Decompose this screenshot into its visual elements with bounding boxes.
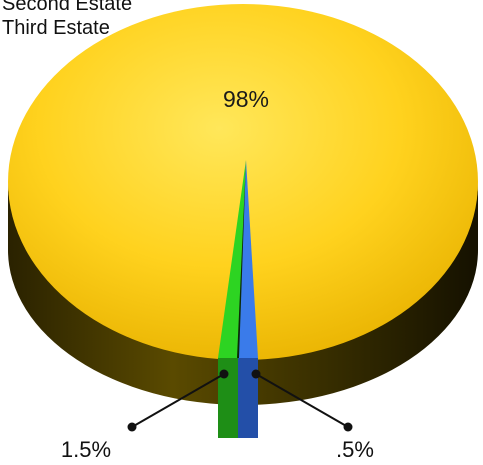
leader-dot-0-5-end bbox=[343, 422, 353, 432]
leader-dot-1-5-end bbox=[127, 422, 137, 432]
pie-slice-0-5-top bbox=[238, 160, 258, 358]
leader-dot-0-5-start bbox=[251, 369, 261, 379]
leader-dot-1-5-start bbox=[219, 369, 229, 379]
data-label-0-5: .5% bbox=[336, 437, 374, 462]
slice-divider bbox=[237, 160, 246, 358]
leader-line-1-5 bbox=[131, 373, 225, 428]
pie-slice-1-5-top bbox=[218, 160, 246, 358]
pie-side bbox=[8, 182, 478, 405]
pie-slice-0-5-side bbox=[238, 358, 258, 438]
leader-line-0-5 bbox=[255, 373, 349, 428]
data-label-1-5: 1.5% bbox=[61, 437, 111, 462]
legend: Second Estate Third Estate bbox=[2, 0, 132, 40]
legend-item-second-estate: Second Estate bbox=[2, 0, 133, 15]
legend-item-third-estate: Third Estate bbox=[2, 17, 110, 39]
pie-slice-1-5-side bbox=[218, 358, 238, 438]
data-label-98: 98% bbox=[223, 86, 269, 112]
